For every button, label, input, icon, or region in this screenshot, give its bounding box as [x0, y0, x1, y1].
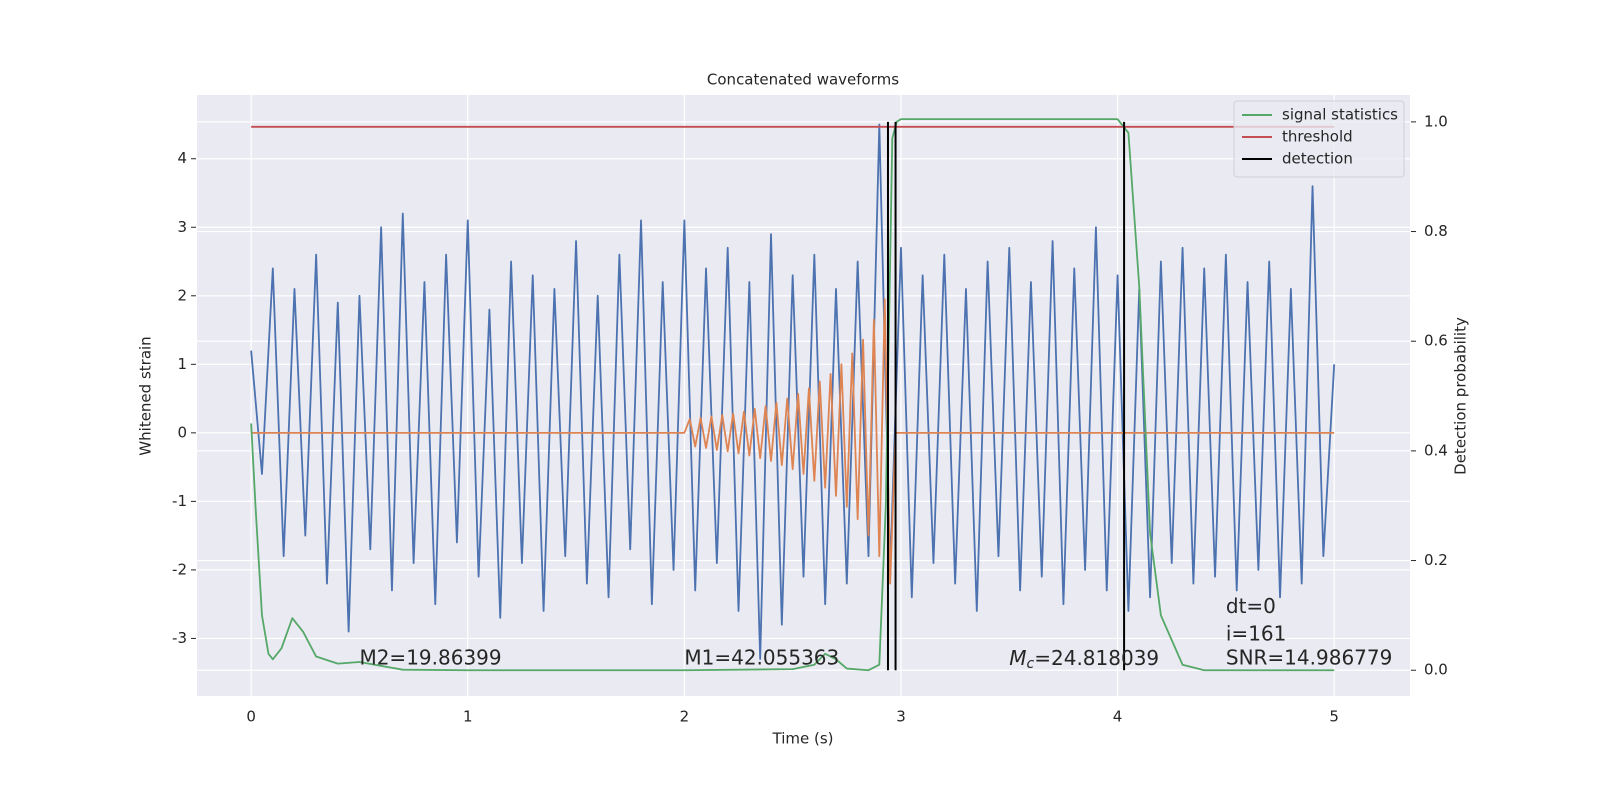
y-tick-label: -2 [172, 560, 187, 578]
series-line [250, 123, 1336, 660]
y-tick-label: 1 [177, 355, 187, 373]
annotation-part: =24.818039 [1034, 645, 1159, 669]
y2-tick-label: 0.2 [1424, 551, 1448, 569]
legend-box [1233, 100, 1405, 178]
y-axis-label: Whitened strain [137, 336, 155, 455]
x-tick-label: 2 [680, 708, 690, 726]
y-tick-label: -1 [172, 492, 187, 510]
y-tick-label: 0 [177, 423, 187, 441]
annotation: M1=42.055363 [684, 645, 839, 669]
annotation: SNR=14.986779 [1226, 645, 1392, 669]
legend-label: detection [1282, 150, 1353, 168]
y2-tick-label: 1.0 [1424, 112, 1448, 130]
annotation-part: M [1009, 645, 1026, 669]
y2-tick-label: 0.0 [1424, 661, 1448, 679]
chart-title: Concatenated waveforms [707, 71, 899, 89]
legend-label: threshold [1282, 128, 1353, 146]
y2-axis-label: Detection probability [1452, 317, 1470, 475]
y-tick-label: 3 [177, 218, 187, 236]
y2-tick-label: 0.8 [1424, 222, 1448, 240]
y-tick-label: -3 [172, 629, 187, 647]
x-tick-label: 0 [246, 708, 256, 726]
annotation: i=161 [1226, 622, 1287, 646]
series-line [250, 118, 1335, 672]
annotation: dt=0 [1226, 594, 1276, 618]
y-tick-label: 4 [177, 149, 187, 167]
y2-tick-label: 0.4 [1424, 441, 1448, 459]
y2-tick-label: 0.6 [1424, 332, 1448, 350]
series-line [251, 298, 1335, 585]
x-axis-label: Time (s) [772, 730, 834, 748]
annotation: M2=19.86399 [359, 645, 501, 669]
x-tick-label: 5 [1329, 708, 1339, 726]
x-tick-label: 3 [896, 708, 906, 726]
x-tick-label: 1 [463, 708, 473, 726]
y-tick-label: 2 [177, 286, 187, 304]
x-tick-label: 4 [1113, 708, 1123, 726]
annotation: Mc=24.818039 [1009, 645, 1159, 672]
annotation-part: c [1027, 656, 1035, 672]
legend-label: signal statistics [1282, 106, 1398, 124]
